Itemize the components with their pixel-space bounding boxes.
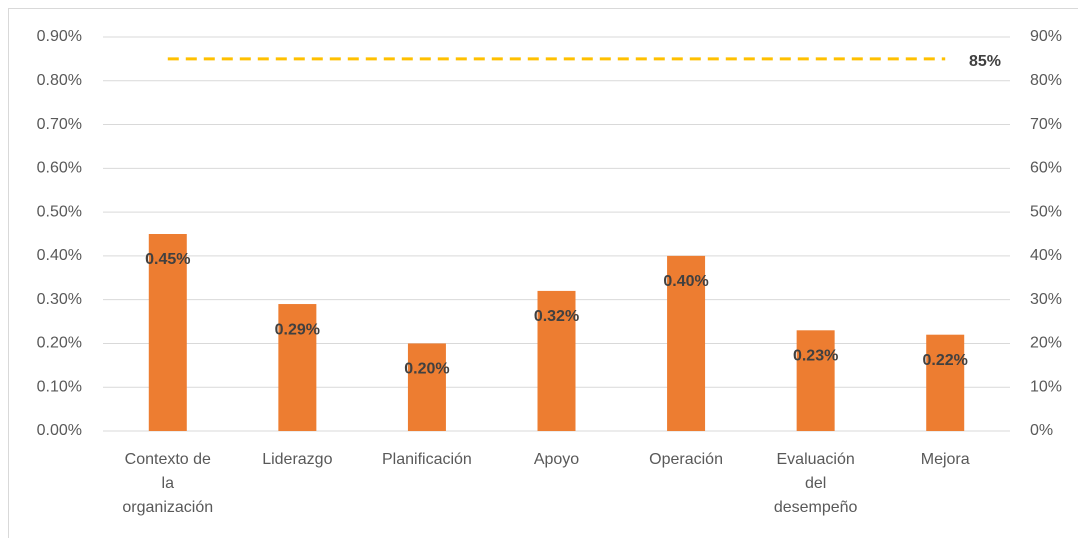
y-tick-label: 0.40% <box>37 247 82 264</box>
y-tick-label: 0.10% <box>37 378 82 395</box>
y2-tick-label: 80% <box>1030 72 1062 89</box>
y2-tick-label: 90% <box>1030 28 1062 45</box>
y2-tick-label: 20% <box>1030 335 1062 352</box>
y2-tick-label: 10% <box>1030 378 1062 395</box>
y-tick-label: 0.80% <box>37 72 82 89</box>
reference-label: 85% <box>969 53 1001 70</box>
data-label: 0.29% <box>275 321 320 338</box>
x-tick-label: Planificación <box>382 451 472 468</box>
x-tick-label: Operación <box>649 451 723 468</box>
bar <box>537 290 576 431</box>
chart-border <box>8 8 1078 538</box>
data-label: 0.22% <box>923 352 968 369</box>
bar <box>278 304 317 431</box>
data-label: 0.45% <box>145 251 190 268</box>
bar <box>148 234 187 431</box>
x-tick-label: Apoyo <box>533 451 580 468</box>
y2-tick-label: 40% <box>1030 247 1062 264</box>
y2-tick-label: 30% <box>1030 291 1062 308</box>
x-tick-label: Liderazgo <box>262 451 333 468</box>
data-label: 0.23% <box>793 348 838 365</box>
y2-tick-label: 50% <box>1030 203 1062 220</box>
y-tick-label: 0.20% <box>37 335 82 352</box>
data-label: 0.40% <box>663 273 708 290</box>
y-tick-label: 0.70% <box>37 116 82 133</box>
bar <box>926 334 965 431</box>
bar <box>407 343 446 431</box>
data-label: 0.20% <box>404 361 449 378</box>
y-tick-label: 0.30% <box>37 291 82 308</box>
y-tick-label: 0.90% <box>37 28 82 45</box>
data-label: 0.32% <box>534 308 579 325</box>
y-tick-label: 0.50% <box>37 203 82 220</box>
bar <box>796 330 835 431</box>
y-tick-label: 0.00% <box>37 422 82 439</box>
bar <box>667 255 706 431</box>
y2-tick-label: 0% <box>1030 422 1053 439</box>
y-tick-label: 0.60% <box>37 160 82 177</box>
x-tick-label: Evaluación del desempeño <box>773 451 858 516</box>
x-tick-label: Mejora <box>920 451 970 468</box>
y2-tick-label: 70% <box>1030 116 1062 133</box>
y2-tick-label: 60% <box>1030 160 1062 177</box>
x-tick-label: Contexto de la organización <box>122 451 214 516</box>
